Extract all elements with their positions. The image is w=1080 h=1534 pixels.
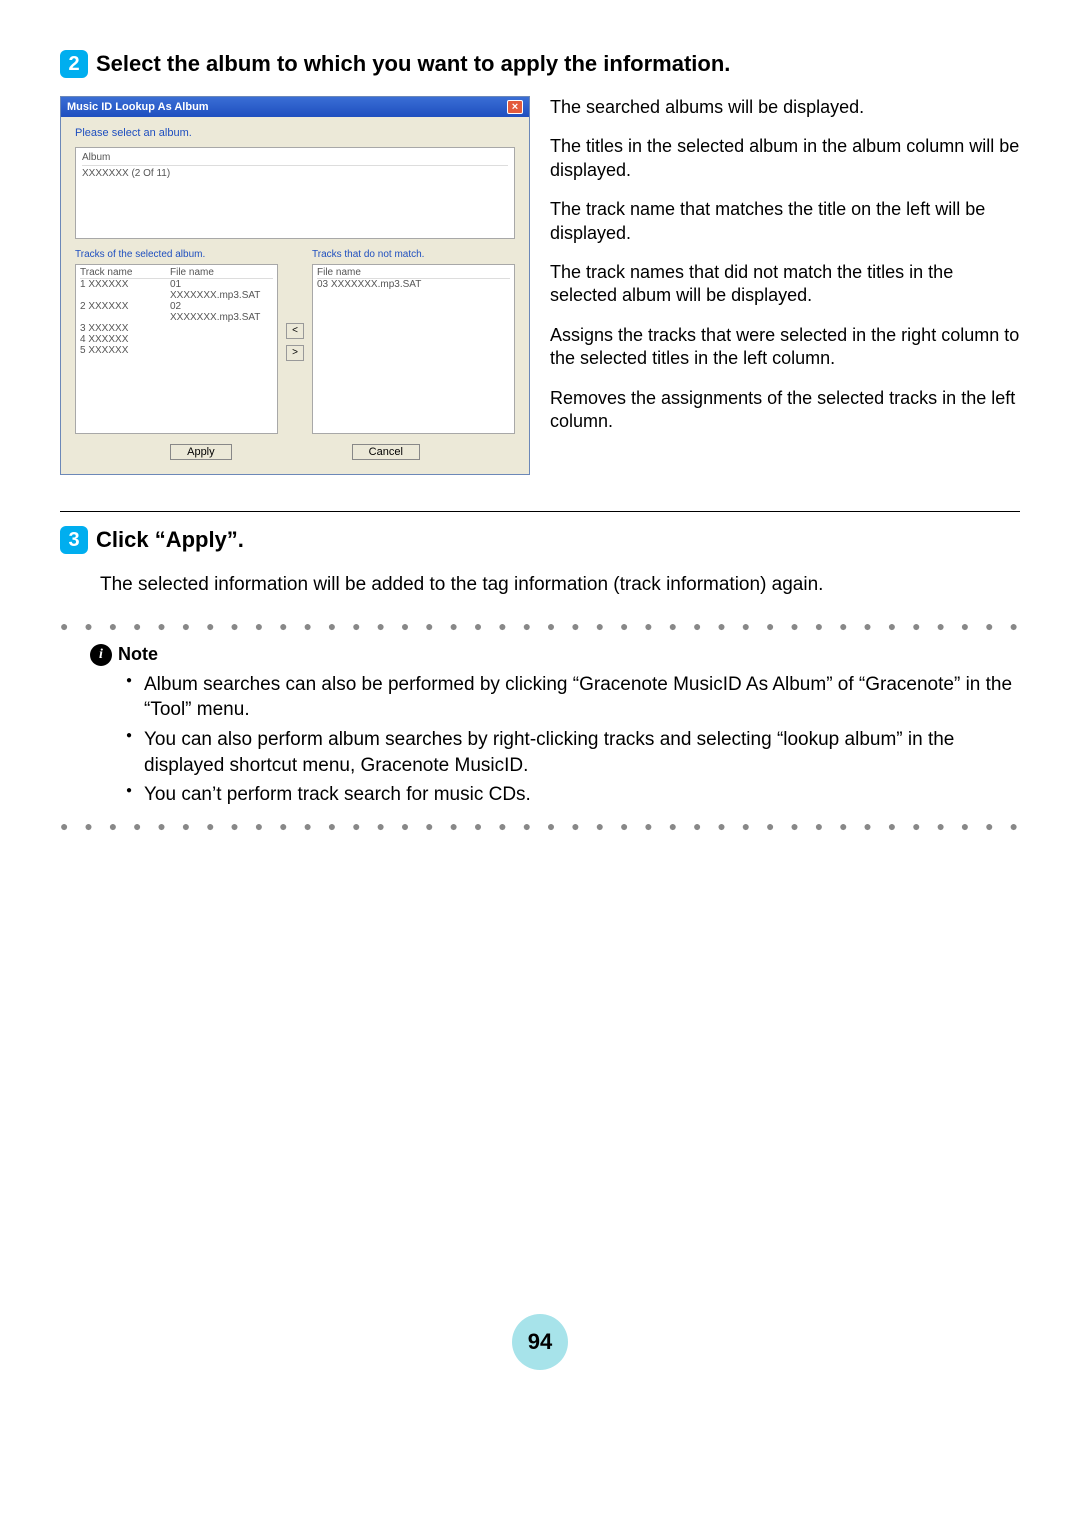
dialog-titlebar: Music ID Lookup As Album ×: [61, 97, 529, 117]
separator: [60, 511, 1020, 512]
callouts: The searched albums will be displayed. T…: [550, 96, 1020, 449]
tracks-left-list[interactable]: Track name File name 1 XXXXXX01 XXXXXXX.…: [75, 264, 278, 434]
note-list: Album searches can also be performed by …: [126, 672, 1020, 808]
tracks-left-label: Tracks of the selected album.: [75, 249, 278, 260]
callout-searched-albums: The searched albums will be displayed.: [550, 96, 1020, 119]
callout-remove: Removes the assignments of the selected …: [550, 387, 1020, 434]
page-number: 94: [512, 1314, 568, 1370]
note-item: You can also perform album searches by r…: [126, 727, 1020, 778]
dialog-title: Music ID Lookup As Album: [67, 101, 209, 113]
album-entry[interactable]: XXXXXXX (2 Of 11): [82, 168, 508, 179]
tracks-right-label: Tracks that do not match.: [312, 249, 515, 260]
tracks-right-list[interactable]: File name 03 XXXXXXX.mp3.SAT: [312, 264, 515, 434]
step3-title: Click “Apply”.: [96, 527, 244, 553]
col-trackname: Track name: [80, 267, 170, 278]
step2-title: Select the album to which you want to ap…: [96, 51, 730, 77]
step2-badge: 2: [60, 50, 88, 78]
step3-body: The selected information will be added t…: [100, 572, 1020, 598]
album-column-header: Album: [82, 152, 508, 166]
info-icon: i: [90, 644, 112, 666]
col-filename: File name: [170, 267, 273, 278]
note-item: You can’t perform track search for music…: [126, 782, 1020, 808]
apply-button[interactable]: Apply: [170, 444, 232, 460]
step2-heading: 2 Select the album to which you want to …: [60, 50, 1020, 78]
col-filename-right: File name: [317, 267, 510, 278]
callout-assign: Assigns the tracks that were selected in…: [550, 324, 1020, 371]
assign-right-button[interactable]: >: [286, 345, 304, 361]
track-row[interactable]: 5 XXXXXX: [80, 345, 273, 356]
cancel-button[interactable]: Cancel: [352, 444, 420, 460]
dotted-rule-bottom: ● ● ● ● ● ● ● ● ● ● ● ● ● ● ● ● ● ● ● ● …: [60, 818, 1020, 834]
track-row[interactable]: 3 XXXXXX: [80, 323, 273, 334]
step3-badge: 3: [60, 526, 88, 554]
music-id-dialog: Music ID Lookup As Album × Please select…: [60, 96, 530, 475]
dotted-rule-top: ● ● ● ● ● ● ● ● ● ● ● ● ● ● ● ● ● ● ● ● …: [60, 618, 1020, 634]
callout-tracks-no-match: The track names that did not match the t…: [550, 261, 1020, 308]
tracks-right-panel: Tracks that do not match. File name 03 X…: [312, 249, 515, 434]
step3-heading: 3 Click “Apply”.: [60, 526, 1020, 554]
track-row[interactable]: 1 XXXXXX01 XXXXXXX.mp3.SAT: [80, 279, 273, 301]
note-label: Note: [118, 644, 158, 665]
track-row[interactable]: 03 XXXXXXX.mp3.SAT: [317, 279, 510, 290]
callout-track-matches: The track name that matches the title on…: [550, 198, 1020, 245]
track-row[interactable]: 2 XXXXXX02 XXXXXXX.mp3.SAT: [80, 301, 273, 323]
assign-left-button[interactable]: <: [286, 323, 304, 339]
dialog-prompt: Please select an album.: [75, 127, 515, 139]
callout-titles-selected: The titles in the selected album in the …: [550, 135, 1020, 182]
close-icon[interactable]: ×: [507, 100, 523, 114]
tracks-left-panel: Tracks of the selected album. Track name…: [75, 249, 278, 434]
track-row[interactable]: 4 XXXXXX: [80, 334, 273, 345]
note-heading: i Note: [90, 644, 1020, 666]
album-list[interactable]: Album XXXXXXX (2 Of 11): [75, 147, 515, 239]
note-item: Album searches can also be performed by …: [126, 672, 1020, 723]
